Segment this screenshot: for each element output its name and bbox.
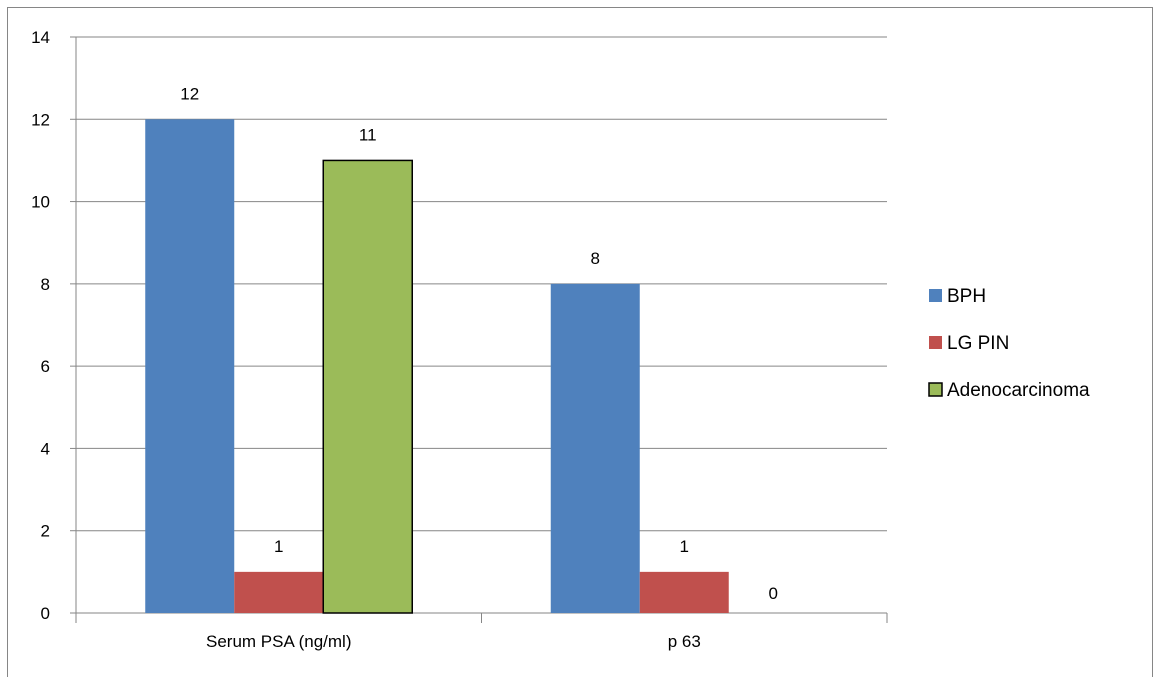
bar-lg-pin (639, 571, 729, 613)
x-tick-label: Serum PSA (ng/ml) (206, 632, 352, 651)
bar-adenocarcinoma (322, 159, 413, 614)
data-label: 11 (359, 125, 377, 144)
y-tick-label: 8 (41, 275, 50, 294)
y-tick-label: 10 (31, 193, 50, 212)
bar-lg-pin (234, 571, 324, 613)
legend-label: Adenocarcinoma (947, 380, 1090, 401)
bars (145, 119, 729, 614)
data-label: 0 (769, 584, 778, 603)
data-label: 1 (274, 537, 283, 556)
data-label: 1 (680, 537, 689, 556)
data-label: 12 (180, 84, 199, 103)
y-tick-label: 6 (41, 357, 50, 376)
data-label: 8 (591, 249, 600, 268)
legend-label: LG PIN (947, 333, 1009, 354)
y-tick-label: 4 (41, 439, 50, 458)
legend-swatch (929, 336, 942, 349)
legend: BPH LG PIN Adenocarcinoma (928, 286, 1090, 401)
bar-bph (145, 119, 235, 614)
y-tick-label: 12 (31, 110, 50, 129)
y-tick-label: 2 (41, 522, 50, 541)
y-tick-label: 14 (31, 28, 50, 47)
x-tick-label: p 63 (668, 632, 701, 651)
bar-bph (550, 283, 640, 613)
legend-label: BPH (947, 286, 986, 307)
legend-swatch (928, 382, 943, 397)
legend-swatch (929, 289, 942, 302)
y-tick-label: 0 (41, 604, 50, 623)
